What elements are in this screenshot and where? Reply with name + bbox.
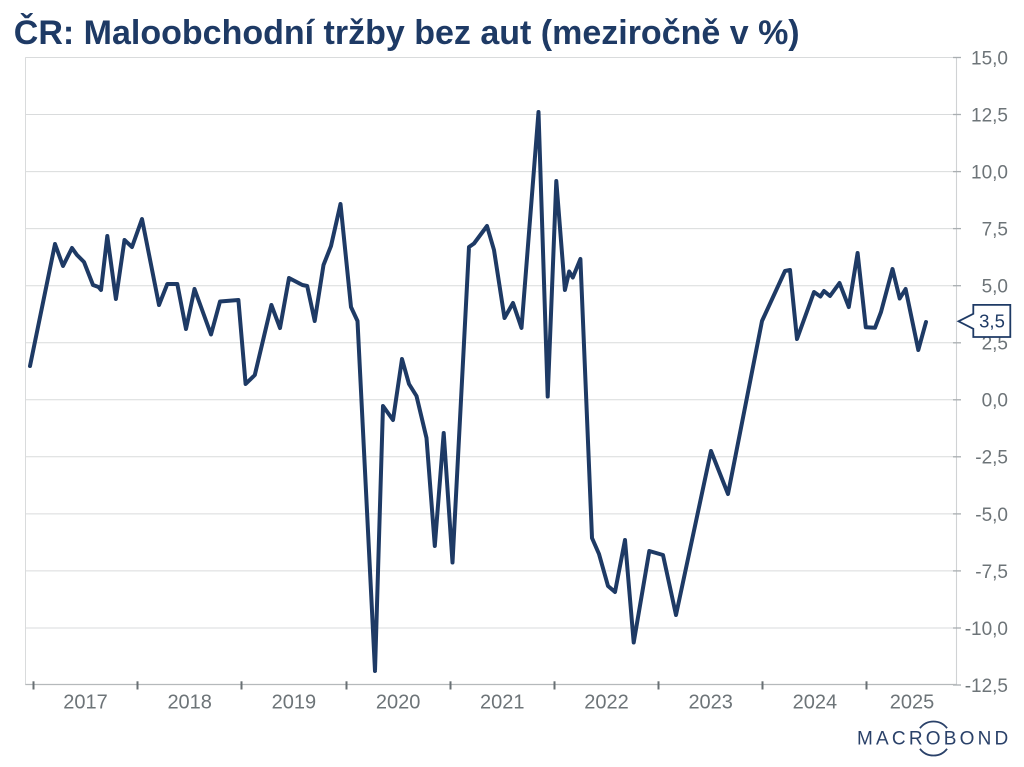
svg-text:2017: 2017 [63,692,108,714]
svg-text:MACROBOND: MACROBOND [857,728,1011,749]
svg-text:-12,5: -12,5 [965,676,1008,697]
svg-text:0,0: 0,0 [982,391,1008,412]
svg-text:2021: 2021 [480,692,525,714]
svg-text:-2,5: -2,5 [975,448,1008,469]
svg-text:2022: 2022 [584,692,629,714]
svg-text:5,0: 5,0 [982,277,1008,298]
svg-text:10,0: 10,0 [971,163,1008,184]
svg-text:-10,0: -10,0 [965,619,1008,640]
svg-text:3,5: 3,5 [979,311,1005,332]
svg-text:-5,0: -5,0 [975,505,1008,526]
svg-text:15,0: 15,0 [971,48,1008,69]
svg-text:2019: 2019 [272,692,317,714]
svg-text:2023: 2023 [688,692,733,714]
svg-text:ČR: Maloobchodní tržby bez aut: ČR: Maloobchodní tržby bez aut (meziročn… [14,13,800,52]
svg-text:-7,5: -7,5 [975,562,1008,583]
svg-text:2,5: 2,5 [982,334,1008,355]
svg-text:2020: 2020 [376,692,421,714]
svg-text:12,5: 12,5 [971,106,1008,127]
svg-text:2024: 2024 [793,692,838,714]
svg-text:2025: 2025 [890,692,935,714]
svg-text:7,5: 7,5 [982,220,1008,241]
svg-text:2018: 2018 [167,692,212,714]
